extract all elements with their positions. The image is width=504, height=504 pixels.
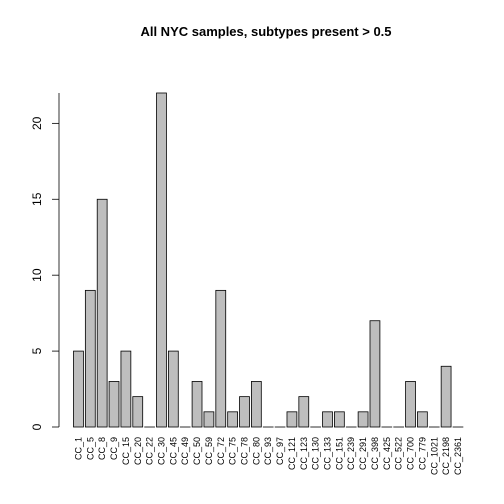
x-tick-label: CC_93: [263, 437, 273, 465]
x-axis-labels: CC_1 CC_5 CC_8 CC_9 CC_15 CC_20 CC_22 CC_30 CC_4…: [73, 437, 463, 475]
bar: [132, 396, 144, 428]
x-tick-label: CC_50: [192, 437, 202, 465]
x-tick-label: CC_97: [275, 437, 285, 465]
bar: [96, 198, 108, 428]
x-tick-label: CC_130: [311, 437, 321, 470]
x-tick-label: CC_291: [358, 437, 368, 470]
bar: [334, 411, 345, 428]
y-tick-label: 0: [30, 423, 44, 430]
x-tick-label: CC_30: [156, 437, 166, 465]
bar: [227, 411, 238, 428]
x-tick-label: CC_133: [323, 437, 333, 470]
x-tick-label: CC_9: [109, 437, 119, 460]
x-tick-label: CC_49: [180, 437, 190, 465]
x-tick-label: CC_8: [97, 437, 107, 460]
bar: [84, 289, 96, 428]
x-tick-label: CC_80: [251, 437, 261, 465]
x-tick-label: CC_1: [73, 437, 83, 460]
bar: [250, 381, 262, 428]
y-tick-label: 10: [30, 268, 44, 282]
x-tick-label: CC_45: [168, 437, 178, 465]
bars-group: [73, 92, 464, 428]
bar: [357, 411, 369, 428]
x-tick-label: CC_22: [145, 437, 155, 465]
bar: [203, 411, 215, 428]
x-tick-label: CC_15: [121, 437, 131, 465]
chart-title: All NYC samples, subtypes present > 0.5: [140, 24, 391, 39]
x-tick-label: CC_123: [299, 437, 309, 470]
y-axis: 0 5 10 15 20: [30, 116, 59, 430]
x-tick-label: CC_2198: [441, 437, 451, 475]
bar: [417, 411, 428, 428]
x-tick-label: CC_72: [216, 437, 226, 465]
bar: [120, 350, 132, 428]
bar: [73, 350, 84, 428]
x-tick-label: CC_75: [228, 437, 238, 465]
x-tick-label: CC_398: [370, 437, 380, 470]
x-tick-label: CC_522: [394, 437, 404, 470]
x-tick-label: CC_700: [406, 437, 416, 470]
x-tick-label: CC_779: [417, 437, 427, 470]
bar: [298, 396, 310, 428]
x-tick-label: CC_78: [239, 437, 249, 465]
bar: [108, 381, 120, 428]
bar: [167, 350, 179, 428]
bar: [286, 411, 298, 428]
y-tick-label: 15: [30, 192, 44, 206]
x-tick-label: CC_1021: [429, 437, 439, 475]
x-tick-label: CC_151: [334, 437, 344, 470]
bar: [322, 411, 333, 428]
x-tick-label: CC_425: [382, 437, 392, 470]
y-tick-label: 20: [30, 116, 44, 130]
bar: [440, 365, 452, 428]
bar: [405, 381, 416, 428]
x-tick-label: CC_5: [85, 437, 95, 460]
x-tick-label: CC_239: [346, 437, 356, 470]
y-tick-label: 5: [30, 347, 44, 354]
x-tick-label: CC_2361: [453, 437, 463, 475]
bar: [215, 289, 227, 428]
bar: [191, 381, 203, 428]
bar: [369, 320, 381, 428]
x-tick-label: CC_121: [287, 437, 297, 470]
bar: [156, 92, 167, 428]
bar: [239, 396, 250, 428]
x-tick-label: CC_59: [204, 437, 214, 465]
x-tick-label: CC_20: [133, 437, 143, 465]
